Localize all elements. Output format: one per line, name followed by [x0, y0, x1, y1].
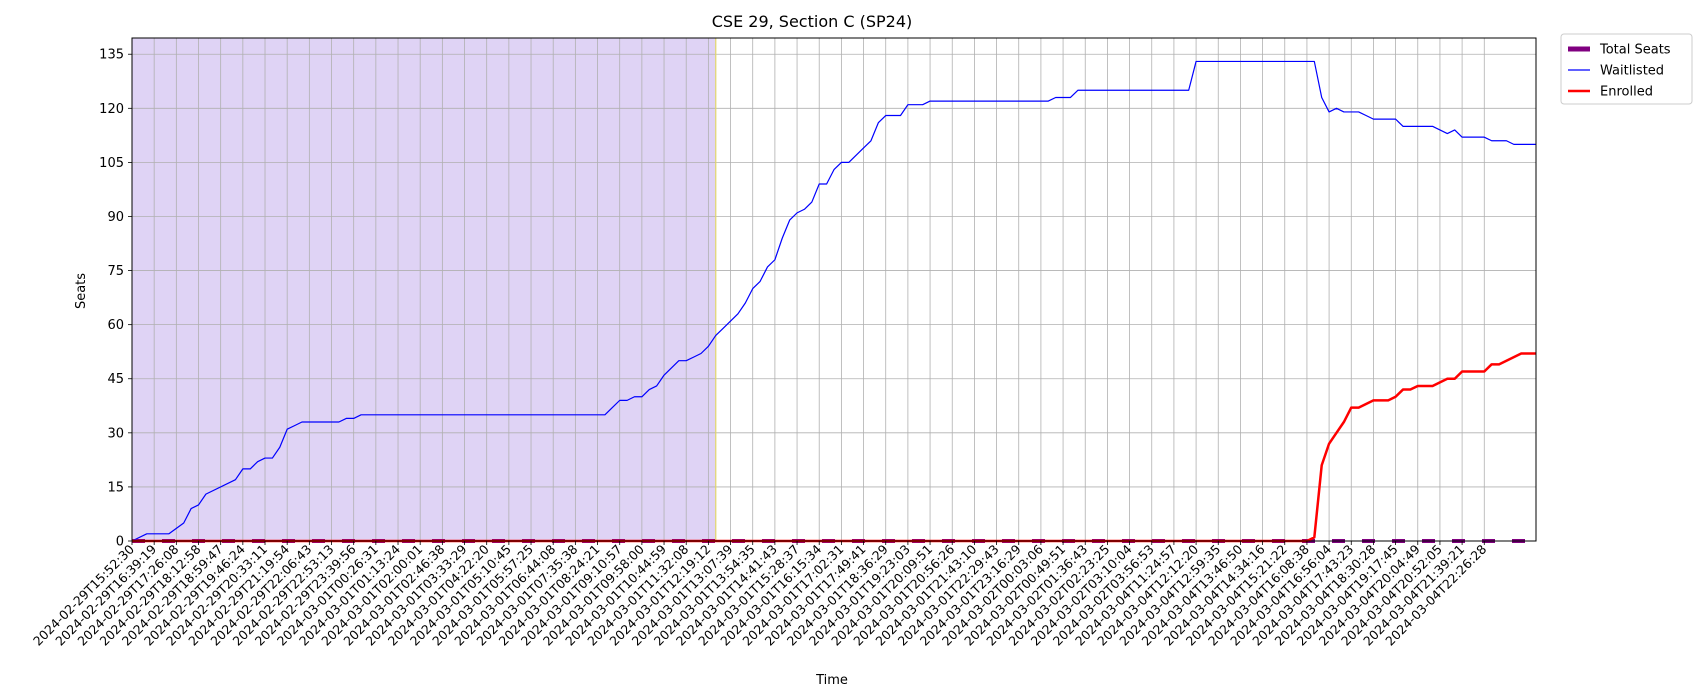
legend-label: Total Seats — [1599, 43, 1671, 58]
series-waitlisted — [131, 60, 1536, 542]
plot-frame — [131, 37, 1537, 542]
y-tick-label: 60 — [107, 318, 124, 333]
chart-title: CSE 29, Section C (SP24) — [712, 12, 913, 31]
legend-box — [1560, 33, 1693, 105]
y-tick-label: 0 — [116, 535, 124, 550]
y-tick-label: 15 — [107, 480, 124, 495]
legend: Total Seats Waitlisted Enrolled — [1560, 33, 1693, 105]
x-axis-label: Time — [815, 673, 848, 688]
shaded-region — [132, 38, 716, 541]
y-tick-label: 105 — [99, 156, 124, 171]
shaded-region-layer — [132, 38, 716, 541]
y-tick-label: 75 — [107, 264, 124, 279]
legend-label: Enrolled — [1600, 85, 1653, 100]
y-axis: 0 15 30 45 60 75 90 105 120 135 — [99, 48, 132, 550]
x-axis: 2024-02-29T15:52:302024-02-29T16:39:1920… — [30, 541, 1489, 649]
y-axis-label: Seats — [74, 273, 89, 309]
series-enrolled — [132, 352, 1536, 543]
legend-label: Waitlisted — [1600, 64, 1664, 79]
y-tick-label: 135 — [99, 48, 124, 63]
grid-layer — [131, 38, 1536, 542]
y-tick-label: 120 — [99, 102, 124, 117]
y-tick-label: 30 — [107, 426, 124, 441]
y-tick-label: 45 — [107, 372, 124, 387]
y-tick-label: 90 — [107, 210, 124, 225]
